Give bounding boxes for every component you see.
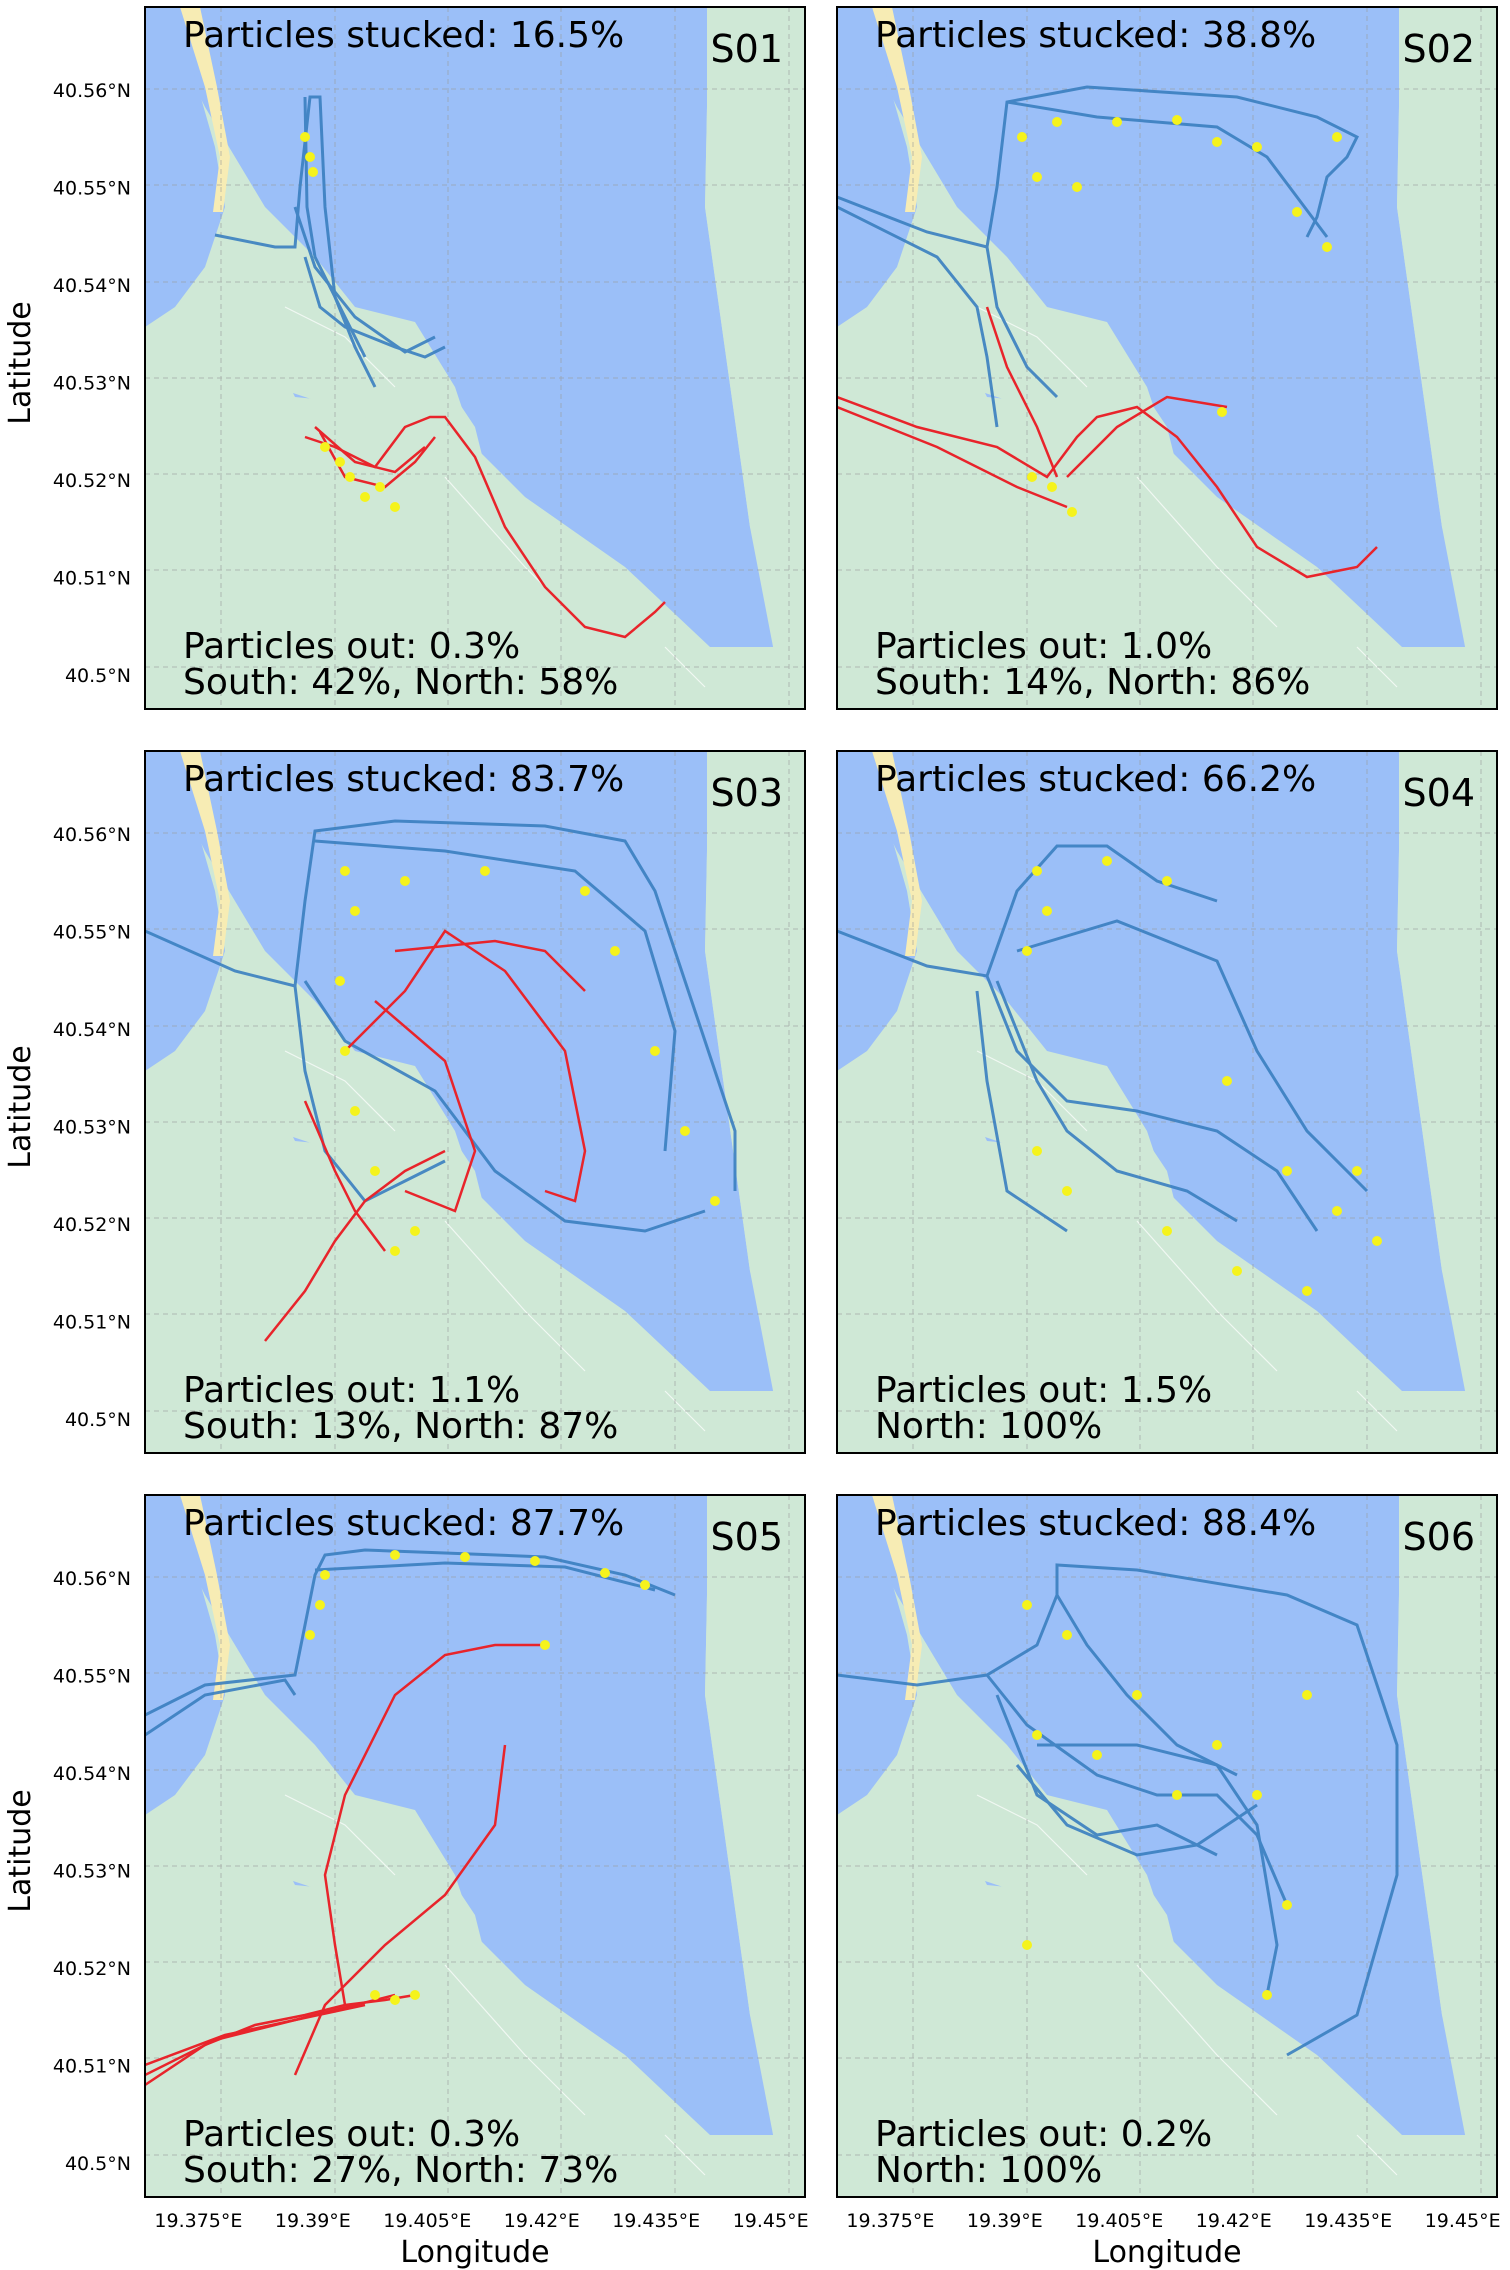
panel-s05: Particles stucked: 87.7% S05 Particles o… bbox=[144, 1494, 806, 2198]
y-tick-label: 40.51°N bbox=[53, 1311, 131, 1333]
y-tick-label: 40.55°N bbox=[53, 1665, 131, 1687]
y-tick-label: 40.52°N bbox=[53, 1214, 131, 1236]
s06-stuck-label: Particles stucked: 88.4% bbox=[875, 1503, 1316, 1544]
s03-stuck-label: Particles stucked: 83.7% bbox=[183, 759, 624, 800]
s05-out-label: Particles out: 0.3% bbox=[183, 2114, 520, 2155]
s05-split-label: South: 27%, North: 73% bbox=[183, 2150, 618, 2191]
s03-split-label: South: 13%, North: 87% bbox=[183, 1406, 618, 1447]
x-tick-label: 19.375°E bbox=[846, 2210, 934, 2232]
s04-stuck-label: Particles stucked: 66.2% bbox=[875, 759, 1316, 800]
y-tick-label: 40.56°N bbox=[53, 80, 131, 102]
x-axis-label-left: Longitude bbox=[400, 2235, 549, 2270]
y-tick-label: 40.52°N bbox=[53, 470, 131, 492]
s04-split-label: North: 100% bbox=[875, 1406, 1102, 1447]
panel-s06: Particles stucked: 88.4% S06 Particles o… bbox=[836, 1494, 1498, 2198]
y-tick-label: 40.51°N bbox=[53, 2055, 131, 2077]
s02-stuck-particles bbox=[1017, 115, 1342, 517]
y-axis-label-row3: Latitude bbox=[3, 1789, 38, 1912]
y-tick-label: 40.51°N bbox=[53, 567, 131, 589]
y-tick-label: 40.52°N bbox=[53, 1958, 131, 1980]
s06-frame bbox=[836, 1494, 1498, 2198]
x-tick-labels: 19.375°E 19.39°E 19.405°E 19.42°E 19.435°E 19… bbox=[154, 2210, 1500, 2232]
s01-out-label: Particles out: 0.3% bbox=[183, 626, 520, 667]
y-tick-label: 40.54°N bbox=[53, 1763, 131, 1785]
s04-frame bbox=[836, 750, 1498, 1454]
s02-north-tracks bbox=[837, 85, 1360, 428]
y-tick-label: 40.55°N bbox=[53, 177, 131, 199]
panel-s02: Particles stucked: 38.8% S02 Particles o… bbox=[836, 6, 1498, 710]
y-tick-label: 40.53°N bbox=[53, 372, 131, 394]
s03-stuck-particles bbox=[335, 866, 720, 1256]
s05-north-tracks bbox=[145, 1548, 676, 1737]
s03-out-label: Particles out: 1.1% bbox=[183, 1370, 520, 1411]
s04-panel-label: S04 bbox=[1403, 771, 1475, 815]
s01-frame bbox=[144, 6, 806, 710]
s06-split-label: North: 100% bbox=[875, 2150, 1102, 2191]
s01-split-label: South: 42%, North: 58% bbox=[183, 662, 618, 703]
x-tick-label: 19.435°E bbox=[612, 2210, 700, 2232]
s01-stuck-label: Particles stucked: 16.5% bbox=[183, 15, 624, 56]
s06-out-label: Particles out: 0.2% bbox=[875, 2114, 1212, 2155]
y-tick-label: 40.5°N bbox=[65, 665, 131, 687]
y-tick-label: 40.56°N bbox=[53, 824, 131, 846]
s01-stuck-particles bbox=[300, 132, 400, 512]
s05-stuck-particles bbox=[305, 1550, 650, 2005]
panel-s03: Particles stucked: 83.7% S03 Particles o… bbox=[144, 750, 806, 1454]
y-tick-label: 40.5°N bbox=[65, 2153, 131, 2175]
s05-panel-label: S05 bbox=[711, 1515, 783, 1559]
x-tick-label: 19.39°E bbox=[967, 2210, 1043, 2232]
s02-out-label: Particles out: 1.0% bbox=[875, 626, 1212, 667]
x-tick-label: 19.45°E bbox=[733, 2210, 809, 2232]
y-axis-label-row1: Latitude bbox=[3, 301, 38, 424]
x-tick-label: 19.405°E bbox=[1075, 2210, 1163, 2232]
s06-panel-label: S06 bbox=[1403, 1515, 1475, 1559]
s05-frame bbox=[144, 1494, 806, 2198]
y-tick-label: 40.53°N bbox=[53, 1860, 131, 1882]
s01-panel-label: S01 bbox=[711, 27, 783, 71]
s03-frame bbox=[144, 750, 806, 1454]
y-tick-labels: 40.5°N 40.51°N 40.52°N 40.53°N 40.54°N 40.55°… bbox=[53, 80, 131, 2175]
panel-s04: Particles stucked: 66.2% S04 Particles o… bbox=[836, 750, 1498, 1454]
s05-south-tracks bbox=[145, 1643, 545, 2087]
y-axis-label-row2: Latitude bbox=[3, 1045, 38, 1168]
s03-north-tracks bbox=[145, 819, 737, 1233]
s06-north-tracks bbox=[837, 1563, 1399, 2057]
s03-south-tracks bbox=[264, 929, 587, 1342]
x-tick-label: 19.42°E bbox=[504, 2210, 580, 2232]
s02-south-tracks bbox=[837, 306, 1378, 579]
x-tick-label: 19.375°E bbox=[154, 2210, 242, 2232]
y-tick-label: 40.56°N bbox=[53, 1568, 131, 1590]
x-tick-label: 19.42°E bbox=[1196, 2210, 1272, 2232]
s02-split-label: South: 14%, North: 86% bbox=[875, 662, 1310, 703]
x-tick-label: 19.39°E bbox=[275, 2210, 351, 2232]
s03-panel-label: S03 bbox=[711, 771, 783, 815]
s04-out-label: Particles out: 1.5% bbox=[875, 1370, 1212, 1411]
s05-stuck-label: Particles stucked: 87.7% bbox=[183, 1503, 624, 1544]
s02-frame bbox=[836, 6, 1498, 710]
s02-stuck-label: Particles stucked: 38.8% bbox=[875, 15, 1316, 56]
y-tick-label: 40.5°N bbox=[65, 1409, 131, 1431]
s01-north-tracks bbox=[214, 95, 446, 388]
y-tick-label: 40.54°N bbox=[53, 1019, 131, 1041]
x-tick-label: 19.435°E bbox=[1304, 2210, 1392, 2232]
s06-stuck-particles bbox=[1022, 1600, 1312, 2000]
s02-panel-label: S02 bbox=[1403, 27, 1475, 71]
y-tick-label: 40.55°N bbox=[53, 921, 131, 943]
s04-stuck-particles bbox=[1022, 856, 1382, 1296]
panel-s01: Particles stucked: 16.5% S01 Particles o… bbox=[144, 6, 806, 710]
y-tick-label: 40.54°N bbox=[53, 275, 131, 297]
y-tick-label: 40.53°N bbox=[53, 1116, 131, 1138]
x-axis-label-right: Longitude bbox=[1092, 2235, 1241, 2270]
x-tick-label: 19.405°E bbox=[383, 2210, 471, 2232]
x-tick-label: 19.45°E bbox=[1425, 2210, 1501, 2232]
